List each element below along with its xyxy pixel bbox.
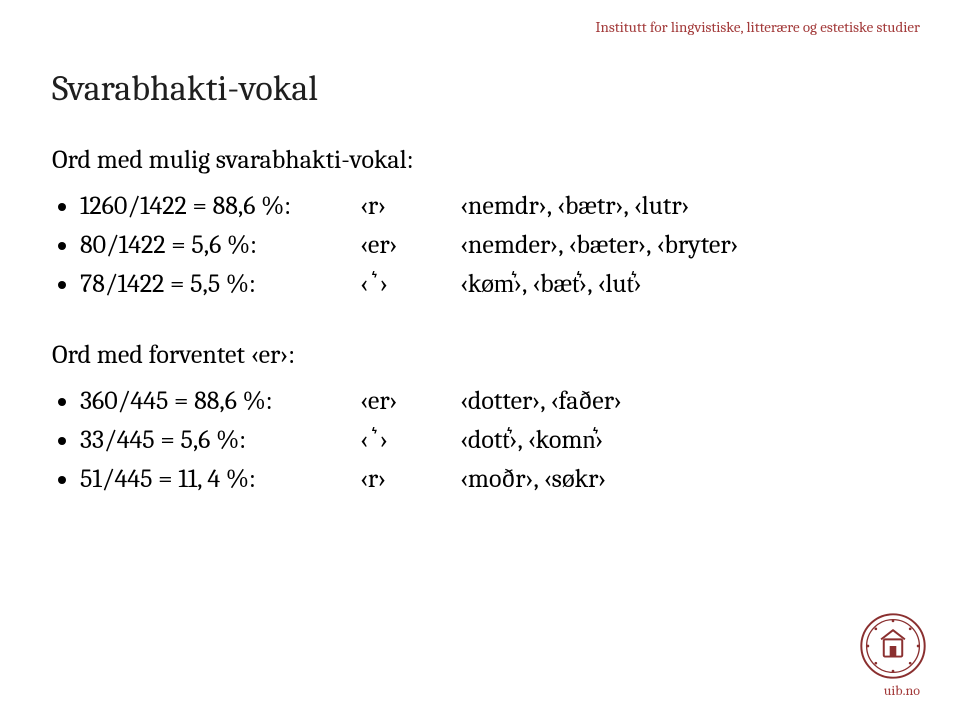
stat-left: 51/445 = 11, 4 %: [80, 460, 360, 499]
list-item: 360/445 = 88,6 %: ‹er› ‹dotter›, ‹faðer› [80, 382, 908, 421]
stat-left: 78/1422 = 5,5 %: [80, 265, 360, 304]
stat-mid: ‹er› [360, 226, 460, 265]
group2-list: 360/445 = 88,6 %: ‹er› ‹dotter›, ‹faðer›… [52, 382, 908, 499]
stat-right: ‹køm͛›, ‹bæt͛›, ‹lut͛› [460, 265, 908, 304]
stat-left: 360/445 = 88,6 %: [80, 382, 360, 421]
list-item: 80/1422 = 5,6 %: ‹er› ‹nemder›, ‹bæter›,… [80, 226, 908, 265]
stat-mid: ‹ ͛ › [360, 265, 460, 304]
group1-heading: Ord med mulig svarabhakti-vokal: [52, 145, 908, 175]
stat-right: ‹dotter›, ‹faðer› [460, 382, 908, 421]
group1-list: 1260/1422 = 88,6 %: ‹r› ‹nemdr›, ‹bætr›,… [52, 187, 908, 304]
stat-left: 1260/1422 = 88,6 %: [80, 187, 360, 226]
group2-heading: Ord med forventet ‹er›: [52, 340, 908, 370]
stat-right: ‹dott͛›, ‹komn͛› [460, 421, 908, 460]
university-seal-icon [860, 613, 926, 679]
slide: Institutt for lingvistiske, litterære og… [0, 0, 960, 707]
stat-left: 80/1422 = 5,6 %: [80, 226, 360, 265]
stat-right: ‹moðr›, ‹søkr› [460, 460, 908, 499]
stat-mid: ‹er› [360, 382, 460, 421]
list-item: 33/445 = 5,6 %: ‹ ͛ › ‹dott͛›, ‹komn͛› [80, 421, 908, 460]
list-item: 78/1422 = 5,5 %: ‹ ͛ › ‹køm͛›, ‹bæt͛›, ‹… [80, 265, 908, 304]
list-item: 51/445 = 11, 4 %: ‹r› ‹moðr›, ‹søkr› [80, 460, 908, 499]
list-item: 1260/1422 = 88,6 %: ‹r› ‹nemdr›, ‹bætr›,… [80, 187, 908, 226]
stat-right: ‹nemder›, ‹bæter›, ‹bryter› [460, 226, 908, 265]
stat-mid: ‹r› [360, 460, 460, 499]
institute-label: Institutt for lingvistiske, litterære og… [595, 18, 920, 36]
stat-left: 33/445 = 5,6 %: [80, 421, 360, 460]
stat-mid: ‹ ͛ › [360, 421, 460, 460]
stat-right: ‹nemdr›, ‹bætr›, ‹lutr› [460, 187, 908, 226]
page-title: Svarabhakti-vokal [52, 68, 908, 109]
stat-mid: ‹r› [360, 187, 460, 226]
footer-url: uib.no [884, 682, 920, 699]
